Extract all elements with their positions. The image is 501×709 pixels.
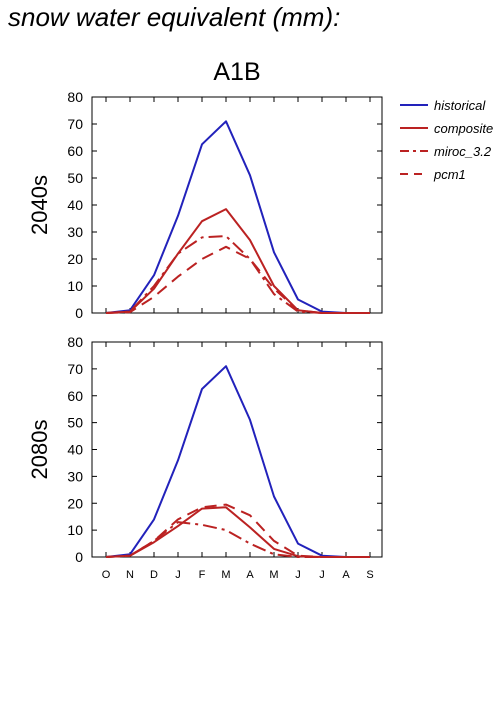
x-tick-label: S xyxy=(366,569,373,581)
y-tick-label: 60 xyxy=(67,143,83,159)
y-tick-label: 60 xyxy=(67,388,83,404)
x-tick-label: J xyxy=(175,569,181,581)
x-tick-label: M xyxy=(269,569,278,581)
x-tick-label: M xyxy=(221,569,230,581)
legend-label: historical xyxy=(434,98,486,113)
y-tick-label: 10 xyxy=(67,278,83,294)
y-tick-label: 10 xyxy=(67,522,83,538)
y-tick-label: 30 xyxy=(67,224,83,240)
legend-label: composite xyxy=(434,121,493,136)
series-line-composite xyxy=(105,208,370,314)
panel-2040s: 0 10 20 30 40 50 60 70 80 2040s xyxy=(27,89,383,321)
y-tick-label: 40 xyxy=(67,197,83,213)
series-line-miroc_3.2 xyxy=(105,521,370,558)
legend-label: miroc_3.2 xyxy=(434,144,492,159)
panel-2080s: 0 10 20 30 40 50 60 70 80 O N D J F M A M J J A S 2080s xyxy=(27,334,383,581)
y-tick-label: 70 xyxy=(67,116,83,132)
y-tick-label: 30 xyxy=(67,468,83,484)
y-tick-label: 20 xyxy=(67,251,83,267)
x-tick-label: F xyxy=(199,569,206,581)
series-line-historical xyxy=(105,365,370,558)
y-tick-label: 0 xyxy=(75,549,83,565)
panel-ylabel: 2080s xyxy=(27,420,52,480)
x-tick-label: J xyxy=(295,569,301,581)
x-tick-label: N xyxy=(126,569,134,581)
series-line-pcm1 xyxy=(105,503,370,558)
y-tick-label: 80 xyxy=(67,89,83,105)
legend: historical composite miroc_3.2 pcm1 xyxy=(400,98,493,182)
y-tick-label: 0 xyxy=(75,305,83,321)
x-tick-label: J xyxy=(319,569,325,581)
legend-label: pcm1 xyxy=(433,167,466,182)
y-tick-label: 20 xyxy=(67,495,83,511)
y-tick-label: 40 xyxy=(67,442,83,458)
y-tick-label: 50 xyxy=(67,415,83,431)
series-line-historical xyxy=(105,120,370,314)
x-tick-label: A xyxy=(246,569,254,581)
y-tick-label: 70 xyxy=(67,361,83,377)
y-tick-label: 50 xyxy=(67,170,83,186)
chart-title: A1B xyxy=(213,58,260,86)
panel-ylabel: 2040s xyxy=(27,175,52,235)
page-title: snow water equivalent (mm): xyxy=(8,2,341,32)
panel-frame xyxy=(91,341,383,558)
x-tick-label: D xyxy=(150,569,158,581)
series-line-pcm1 xyxy=(105,245,370,314)
panel-frame xyxy=(91,96,383,314)
x-tick-label: A xyxy=(342,569,350,581)
y-tick-label: 80 xyxy=(67,334,83,350)
x-tick-label: O xyxy=(102,569,111,581)
series-line-miroc_3.2 xyxy=(105,235,370,314)
